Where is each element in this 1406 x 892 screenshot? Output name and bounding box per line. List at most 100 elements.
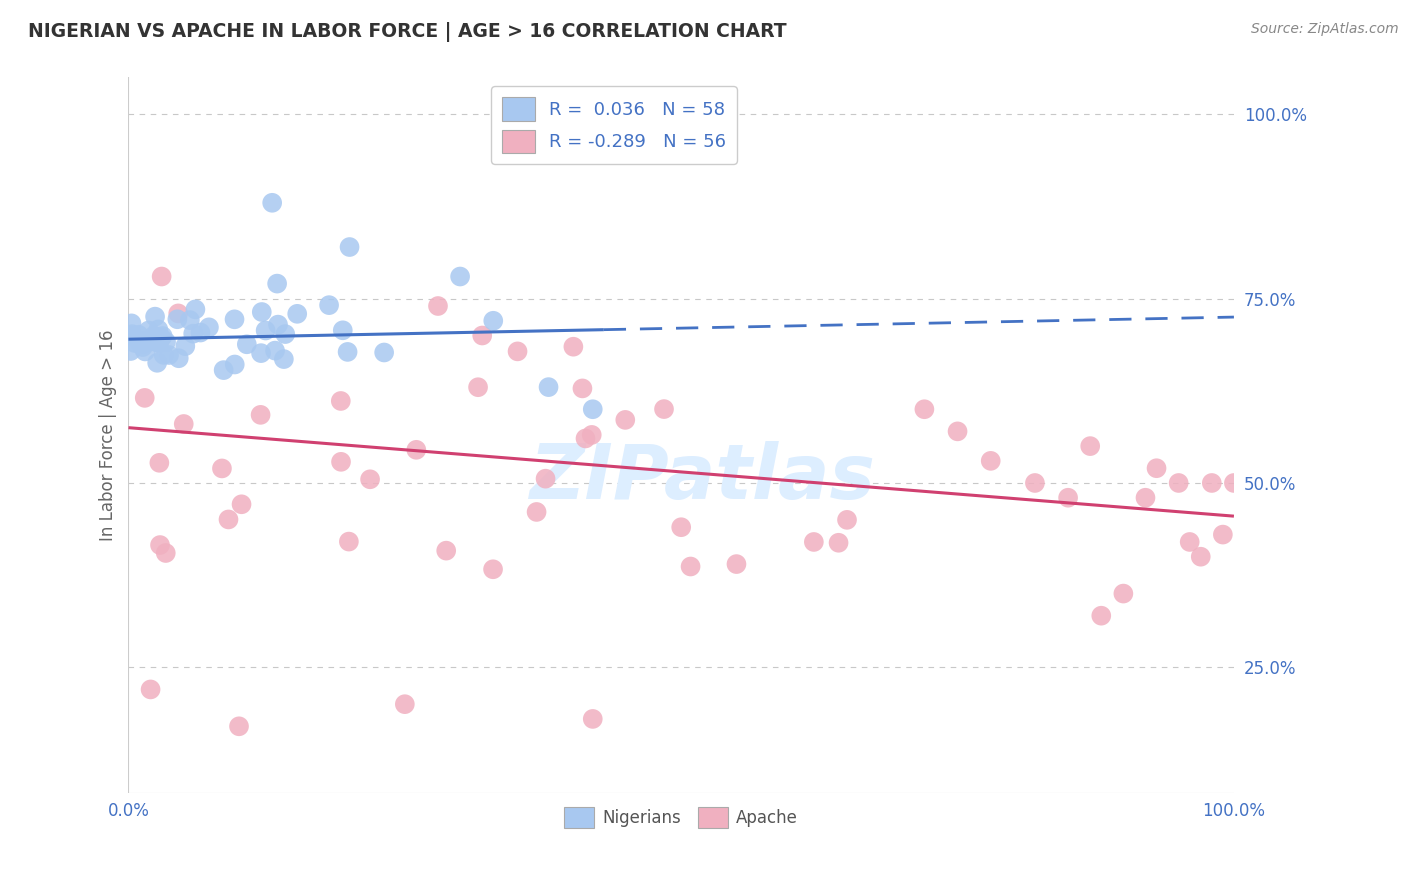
Point xyxy=(330,455,353,469)
Point xyxy=(218,512,240,526)
Point xyxy=(467,380,489,394)
Point xyxy=(145,334,167,349)
Point xyxy=(150,269,173,284)
Point xyxy=(1189,549,1212,564)
Text: Source: ZipAtlas.com: Source: ZipAtlas.com xyxy=(1251,22,1399,37)
Point xyxy=(1178,535,1201,549)
Point xyxy=(184,302,207,317)
Point xyxy=(148,456,170,470)
Point xyxy=(449,269,471,284)
Point xyxy=(574,432,596,446)
Point xyxy=(571,381,593,395)
Point xyxy=(912,402,935,417)
Legend: Nigerians, Apache: Nigerians, Apache xyxy=(558,801,804,834)
Point xyxy=(652,402,675,417)
Point xyxy=(157,348,180,362)
Point xyxy=(250,346,273,360)
Point xyxy=(1201,475,1223,490)
Point xyxy=(359,472,381,486)
Point xyxy=(273,352,295,367)
Point xyxy=(212,363,235,377)
Point xyxy=(1090,608,1112,623)
Point xyxy=(128,334,150,348)
Point xyxy=(132,340,155,354)
Point xyxy=(121,327,143,342)
Point xyxy=(980,454,1002,468)
Point xyxy=(394,697,416,711)
Point xyxy=(537,380,560,394)
Point xyxy=(148,336,170,351)
Point xyxy=(250,305,273,319)
Point xyxy=(405,442,427,457)
Point xyxy=(318,298,340,312)
Point xyxy=(179,313,201,327)
Point xyxy=(198,320,221,334)
Point xyxy=(121,329,143,343)
Point xyxy=(149,538,172,552)
Point xyxy=(155,546,177,560)
Point xyxy=(336,345,359,359)
Point xyxy=(124,335,146,350)
Point xyxy=(803,535,825,549)
Point xyxy=(120,344,142,359)
Point xyxy=(1212,527,1234,541)
Point xyxy=(1112,586,1135,600)
Point xyxy=(1223,475,1246,490)
Point xyxy=(249,408,271,422)
Point xyxy=(581,428,603,442)
Point xyxy=(139,682,162,697)
Point xyxy=(471,328,494,343)
Point xyxy=(121,317,143,331)
Point xyxy=(228,719,250,733)
Point xyxy=(174,339,197,353)
Point xyxy=(482,314,505,328)
Point xyxy=(482,562,505,576)
Point xyxy=(1024,475,1046,490)
Point xyxy=(134,391,156,405)
Point xyxy=(582,712,605,726)
Point xyxy=(337,534,360,549)
Point xyxy=(614,413,637,427)
Point xyxy=(1167,475,1189,490)
Point xyxy=(143,328,166,343)
Point xyxy=(138,334,160,348)
Point xyxy=(339,240,361,254)
Point xyxy=(262,195,284,210)
Point xyxy=(329,394,352,409)
Point xyxy=(1078,439,1101,453)
Point xyxy=(143,310,166,324)
Point xyxy=(150,331,173,345)
Point xyxy=(582,402,605,417)
Y-axis label: In Labor Force | Age > 16: In Labor Force | Age > 16 xyxy=(100,329,117,541)
Point xyxy=(254,324,277,338)
Text: ZIPatlas: ZIPatlas xyxy=(530,441,876,515)
Point xyxy=(166,312,188,326)
Point xyxy=(506,344,529,359)
Point xyxy=(434,543,457,558)
Point xyxy=(427,299,450,313)
Point xyxy=(152,329,174,343)
Point xyxy=(132,337,155,351)
Point xyxy=(332,323,354,337)
Point xyxy=(267,318,290,332)
Point xyxy=(274,327,297,342)
Point xyxy=(231,497,253,511)
Point xyxy=(173,417,195,431)
Point xyxy=(138,334,160,349)
Point xyxy=(373,345,395,359)
Point xyxy=(835,513,858,527)
Point xyxy=(146,356,169,370)
Point xyxy=(1146,461,1168,475)
Point xyxy=(827,535,849,549)
Point xyxy=(148,322,170,336)
Point xyxy=(155,334,177,349)
Point xyxy=(526,505,548,519)
Point xyxy=(264,343,287,358)
Point xyxy=(1135,491,1157,505)
Point xyxy=(725,557,748,571)
Point xyxy=(138,324,160,338)
Point xyxy=(562,340,585,354)
Point xyxy=(128,327,150,342)
Point xyxy=(266,277,288,291)
Point xyxy=(148,331,170,345)
